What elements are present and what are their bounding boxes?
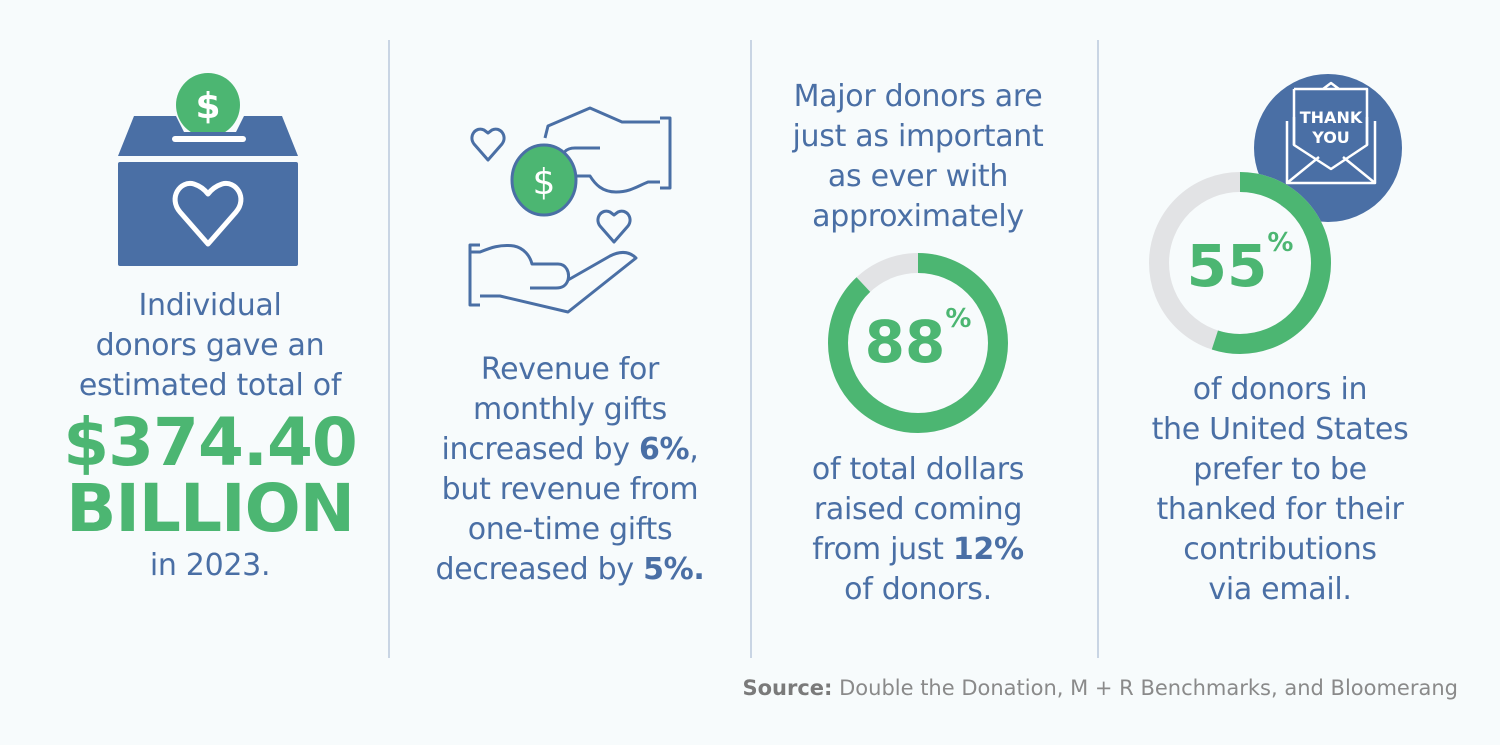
stat-text-part: from just (812, 532, 953, 567)
stat-text: contributions (1183, 532, 1377, 567)
donut-fill (1149, 172, 1331, 354)
hands-giving-coin-icon: $ (468, 106, 672, 314)
column-divider (1097, 40, 1099, 658)
stat-text: Revenue for (480, 352, 660, 387)
stat-text: but revenue from (441, 472, 699, 507)
stat-text: of total dollars (811, 452, 1025, 487)
stat-major-donors: of total dollars raised coming from just… (760, 450, 1076, 610)
stat-highlight: 12% (952, 532, 1024, 567)
stat-text: increased by 6%, (400, 430, 740, 470)
thank-you-envelope-icon: THANK YOU (1254, 74, 1402, 222)
stat-text: approximately (812, 199, 1024, 234)
donut-55-label: 55% (1140, 228, 1340, 300)
icon-text: YOU (1311, 128, 1350, 147)
column-divider (750, 40, 752, 658)
stat-text: as ever with (827, 159, 1009, 194)
stat-text: estimated total of (78, 368, 342, 403)
stat-thank-you-email: of donors in the United States prefer to… (1110, 370, 1450, 610)
source-citation: Source: Double the Donation, M + R Bench… (742, 676, 1458, 700)
stat-text-part: , (689, 432, 699, 467)
stat-text: via email. (1208, 572, 1352, 607)
stat-text: decreased by 5%. (400, 550, 740, 590)
stat-text-part: decreased by (435, 552, 644, 587)
source-text: Double the Donation, M + R Benchmarks, a… (832, 676, 1458, 700)
percent-sign: % (945, 304, 972, 334)
stat-major-donors-intro: Major donors are just as important as ev… (760, 77, 1076, 237)
stat-text: the United States (1151, 412, 1409, 447)
stat-highlight: 5%. (643, 552, 705, 587)
stat-text: from just 12% (760, 530, 1076, 570)
stat-text: in 2023. (149, 548, 271, 583)
stat-text: just as important (792, 119, 1044, 154)
stat-text: of donors in (1192, 372, 1368, 407)
stat-text: thanked for their (1156, 492, 1404, 527)
stat-text-part: increased by (441, 432, 639, 467)
donut-88-percent (828, 253, 1008, 433)
stat-text: raised coming (813, 492, 1023, 527)
percent-number: 88 (864, 308, 946, 376)
stat-text: monthly gifts (473, 392, 667, 427)
stat-highlight: 6% (638, 432, 690, 467)
percent-sign: % (1267, 228, 1294, 258)
stat-text: Individual (138, 288, 282, 323)
stat-text: one-time gifts (467, 512, 673, 547)
svg-text:$: $ (195, 86, 220, 127)
stat-text: prefer to be (1193, 452, 1367, 487)
percent-number: 55 (1186, 232, 1268, 300)
icon-text: THANK (1300, 108, 1363, 127)
donut-88-label: 88% (818, 304, 1018, 376)
stat-unit: BILLION (66, 470, 355, 547)
stat-amount: $374.40 (63, 404, 358, 481)
stat-text: of donors. (844, 572, 992, 607)
donut-55-percent (1149, 172, 1331, 354)
stat-text: Major donors are (793, 79, 1043, 114)
donation-box-heart-icon: $ (118, 73, 298, 266)
stat-individual-donors: Individual donors gave an estimated tota… (60, 286, 360, 586)
stat-text: donors gave an (95, 328, 325, 363)
donut-fill (828, 253, 1008, 433)
column-divider (388, 40, 390, 658)
source-label: Source: (742, 676, 833, 700)
svg-text:$: $ (533, 162, 556, 203)
stat-monthly-gifts: Revenue for monthly gifts increased by 6… (400, 350, 740, 590)
